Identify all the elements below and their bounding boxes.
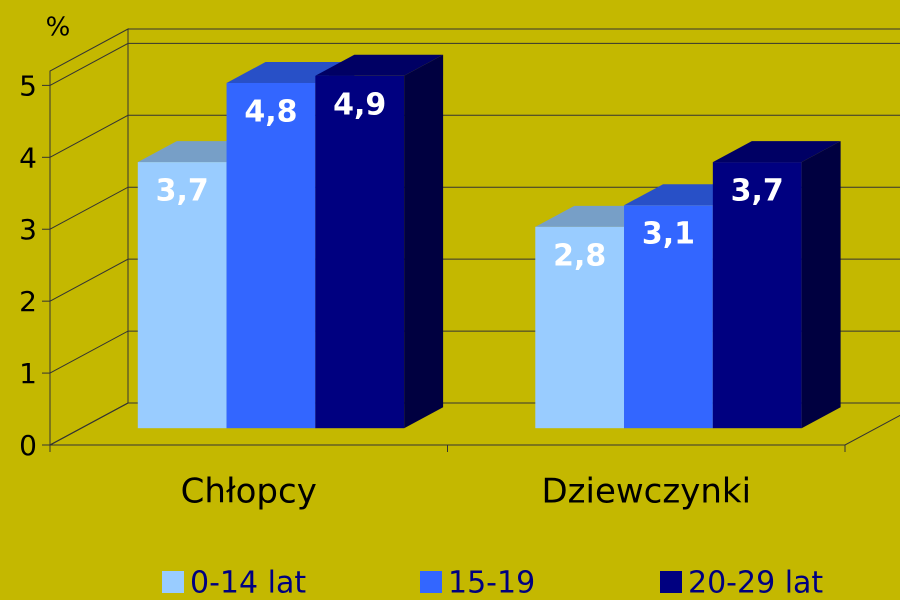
y-tick-label: 5 — [19, 69, 37, 102]
legend-swatch — [420, 571, 442, 593]
legend-label: 15-19 — [448, 566, 535, 600]
bar — [535, 226, 625, 429]
bar — [137, 162, 227, 429]
legend-label: 20-29 lat — [688, 566, 823, 600]
bar-top — [315, 54, 444, 76]
value-label: 4,9 — [333, 87, 386, 122]
value-label: 3,1 — [642, 217, 695, 252]
value-label: 2,8 — [553, 238, 606, 273]
legend-swatch — [162, 571, 184, 593]
y-tick-label: 3 — [19, 213, 37, 246]
legend-label: 0-14 lat — [190, 566, 306, 600]
bar-side — [801, 141, 841, 429]
value-label: 3,7 — [731, 174, 784, 209]
bar — [624, 205, 713, 429]
bar-side — [404, 54, 444, 429]
value-label: 3,7 — [156, 174, 209, 209]
grid-line — [49, 186, 900, 230]
value-label: 4,8 — [244, 94, 297, 129]
left-wall — [49, 28, 129, 446]
bar-top — [712, 141, 841, 163]
y-tick-label: 0 — [19, 429, 37, 462]
y-axis-label: % — [46, 13, 71, 43]
bar — [315, 75, 405, 429]
grid-line — [49, 114, 900, 158]
bar — [226, 82, 316, 429]
bar — [712, 162, 802, 429]
bar-group — [712, 141, 841, 429]
bar-group — [315, 54, 444, 429]
y-tick-label: 1 — [19, 357, 37, 390]
y-tick-label: 4 — [19, 141, 37, 174]
grid-line — [49, 42, 900, 86]
x-tick-label: Chłopcy — [181, 472, 317, 512]
x-tick-label: Dziewczynki — [541, 472, 751, 512]
legend-swatch — [660, 571, 682, 593]
y-tick-label: 2 — [19, 285, 37, 318]
